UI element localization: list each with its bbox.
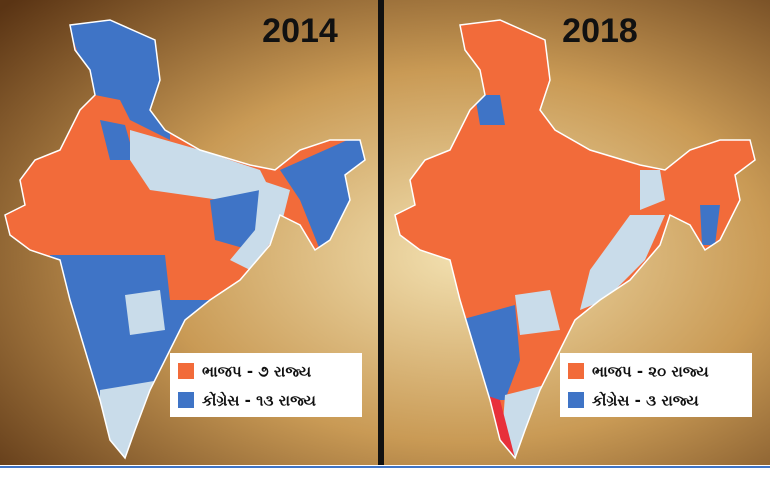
year-title: 2014 [262,12,338,50]
legend-swatch [568,392,584,408]
legend-swatch [568,363,584,379]
bottom-strip [0,465,770,482]
legend-swatch [178,392,194,408]
legend-box [170,353,362,417]
legend-label: કોંગ્રેસ - ૧૩ રાજ્ય [202,390,316,409]
legend-box [560,353,752,417]
legend-label: ભાજપ - ૭ રાજ્ય [202,363,311,381]
divider [378,0,384,465]
year-title: 2018 [562,12,638,50]
legend-label: કોંગ્રેસ - ૩ રાજ્ય [592,390,699,409]
legend-swatch [178,363,194,379]
legend-label: ભાજપ - ૨૦ રાજ્ય [592,363,709,381]
